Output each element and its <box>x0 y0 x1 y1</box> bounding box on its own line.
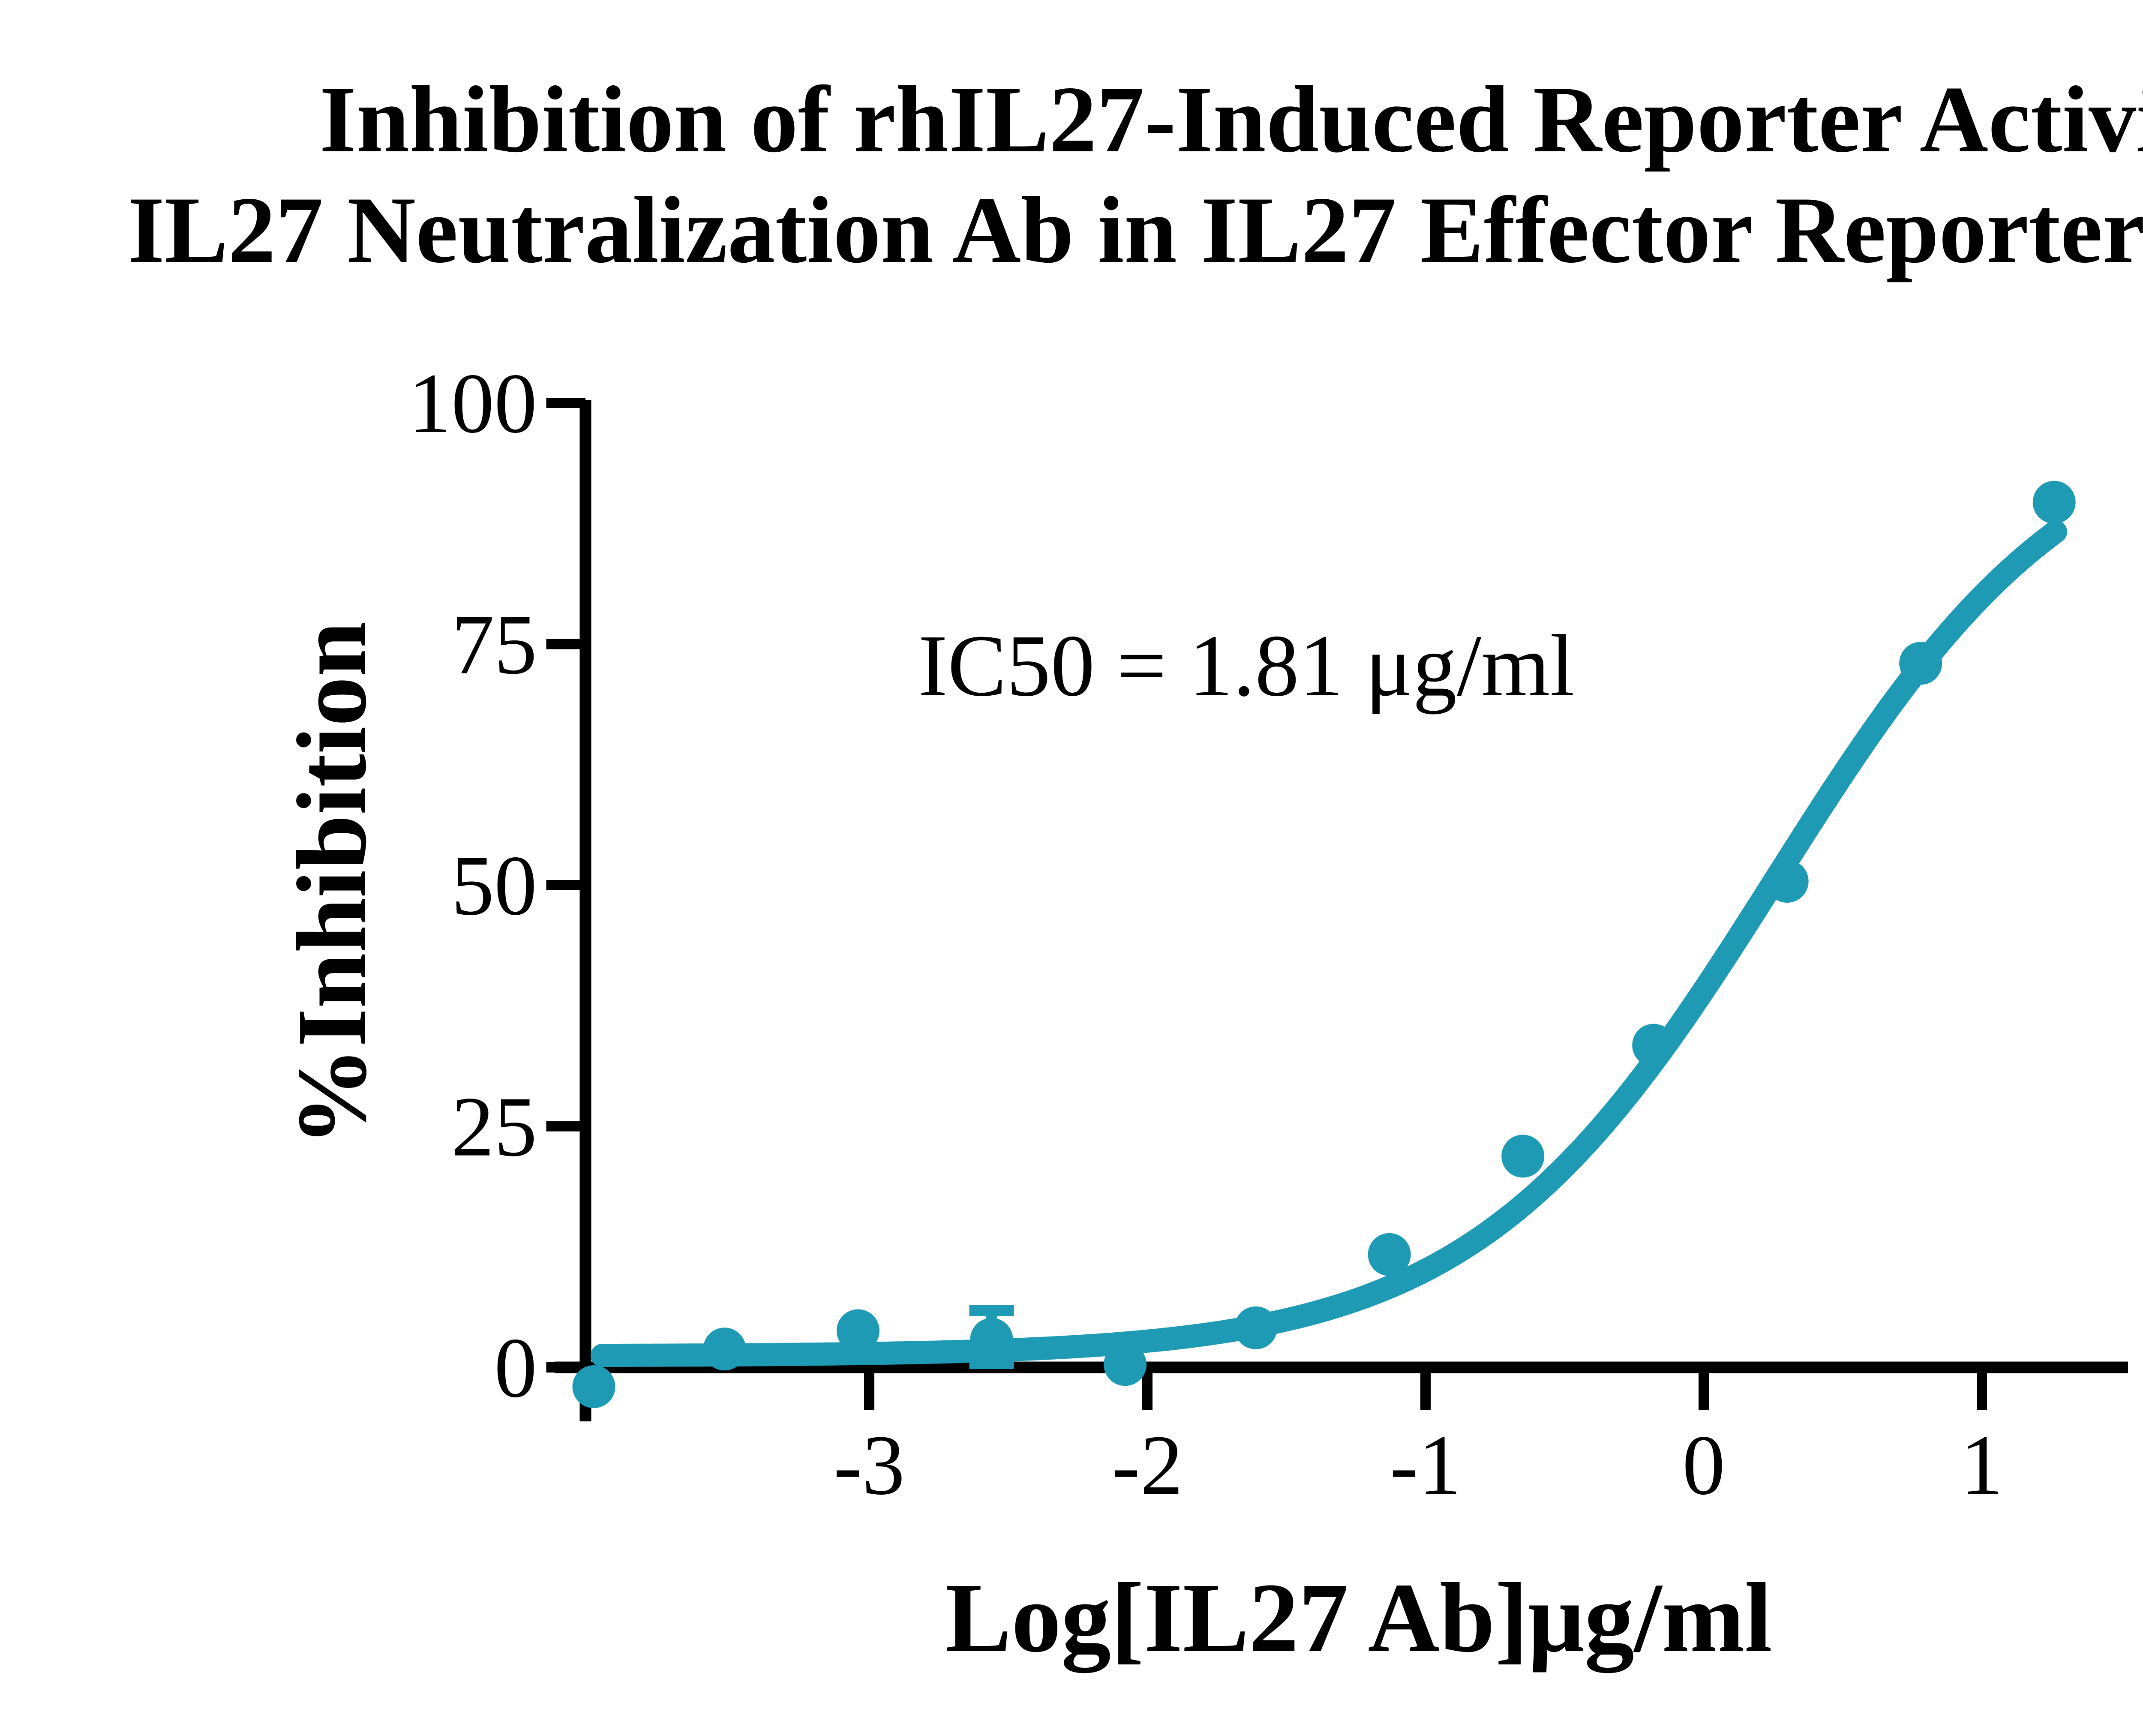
data-point <box>837 1309 880 1352</box>
x-tick-label: -2 <box>1112 1418 1183 1513</box>
data-point <box>703 1328 746 1371</box>
data-point <box>1899 642 1942 685</box>
axes-layer: 0 25 50 75 100 -3 -2 -1 0 1 <box>408 356 2128 1513</box>
fit-curve <box>591 520 2067 1367</box>
y-tick-label: 0 <box>494 1321 537 1415</box>
y-tick-label: 50 <box>451 838 537 933</box>
data-point <box>1632 1024 1675 1067</box>
data-point <box>1501 1135 1545 1178</box>
y-axis-title: %Inhibition <box>277 621 387 1146</box>
y-tick-label: 25 <box>451 1080 537 1174</box>
x-tick-label: 1 <box>1960 1418 2003 1513</box>
x-tick-label: -1 <box>1390 1418 1462 1513</box>
data-point <box>2032 481 2076 524</box>
data-point <box>1234 1306 1278 1349</box>
data-point <box>970 1318 1013 1361</box>
x-axis-title: Log[IL27 Ab]μg/ml <box>945 1563 1772 1673</box>
ic50-annotation: IC50 = 1.81 μg/ml <box>918 616 1574 715</box>
chart-title-line2: IL27 Neutralization Ab in IL27 Effector … <box>127 177 2143 283</box>
data-point <box>1104 1343 1147 1386</box>
x-tick-label: -3 <box>834 1418 905 1513</box>
y-tick-label: 75 <box>451 598 537 692</box>
x-tick-label: 0 <box>1682 1418 1725 1513</box>
chart-title: Inhibition of rhIL27-Induced Reporter Ac… <box>0 64 2143 285</box>
data-point <box>1368 1233 1411 1276</box>
data-point <box>572 1365 615 1408</box>
data-point <box>1765 860 1809 903</box>
y-tick-label: 100 <box>408 356 537 451</box>
data-layer <box>572 481 2076 1408</box>
chart-title-line1: Inhibition of rhIL27-Induced Reporter Ac… <box>319 67 2143 172</box>
